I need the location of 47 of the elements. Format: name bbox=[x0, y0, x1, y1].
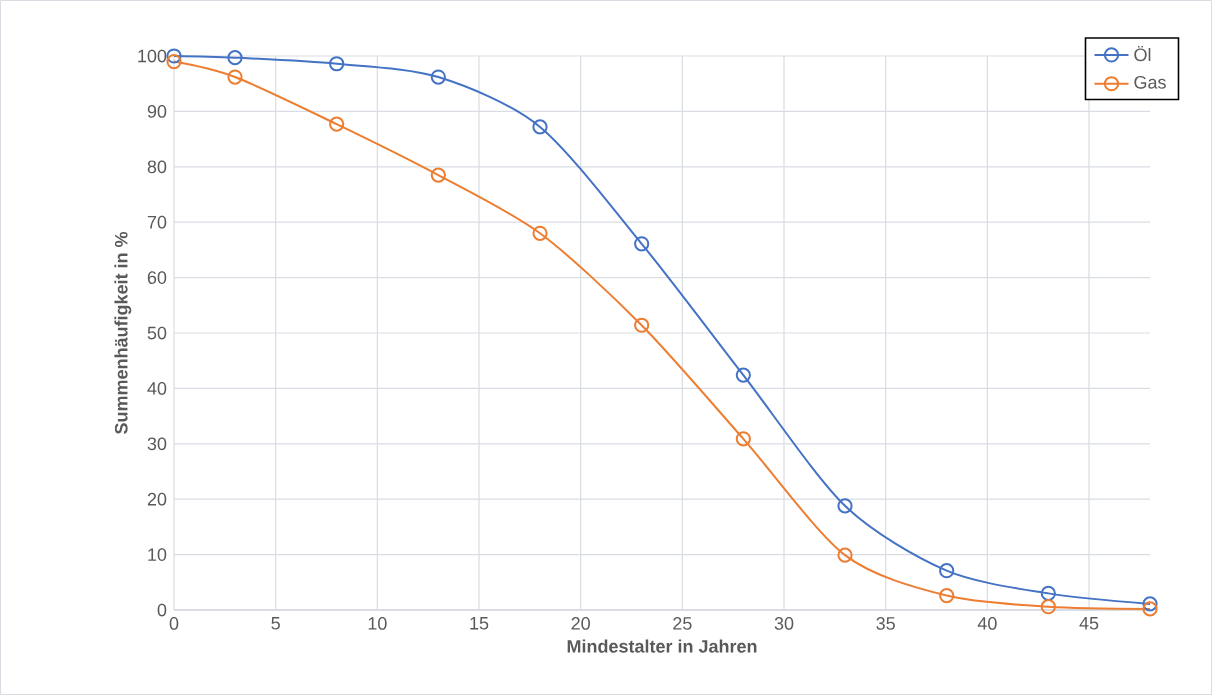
point bbox=[532, 225, 548, 241]
point bbox=[1142, 596, 1158, 612]
y-axis-title: Summenhäufigkeit in % bbox=[114, 231, 132, 434]
x-tick-label: 10 bbox=[368, 617, 387, 630]
point bbox=[634, 317, 650, 333]
legend-label: Gas bbox=[1134, 75, 1166, 89]
point bbox=[227, 50, 243, 66]
y-tick-label: 80 bbox=[147, 160, 167, 174]
legend-label: Öl bbox=[1134, 45, 1151, 62]
x-tick-label: 20 bbox=[571, 617, 590, 630]
point bbox=[532, 119, 548, 135]
y-tick-label: 90 bbox=[147, 105, 167, 118]
point bbox=[1040, 599, 1056, 615]
x-tick-label: 30 bbox=[774, 617, 794, 630]
y-tick-label: 60 bbox=[147, 271, 167, 284]
x-tick-label: 0 bbox=[169, 617, 179, 630]
y-tick-label: 40 bbox=[147, 382, 167, 395]
point bbox=[1040, 585, 1056, 601]
point bbox=[735, 431, 751, 447]
x-tick-label: 5 bbox=[271, 617, 280, 630]
x-tick-label: 40 bbox=[977, 617, 997, 630]
point bbox=[430, 69, 446, 85]
x-tick-label: 25 bbox=[673, 617, 692, 630]
point bbox=[430, 167, 446, 183]
y-tick-label: 10 bbox=[148, 548, 167, 561]
point bbox=[735, 367, 751, 383]
x-tick-label: 45 bbox=[1079, 617, 1099, 630]
y-tick-label: 50 bbox=[147, 326, 167, 340]
x-axis-title: Mindestalter in Jahren bbox=[567, 639, 757, 653]
y-tick-label: 20 bbox=[147, 492, 167, 506]
point bbox=[1142, 601, 1158, 617]
y-tick-label: 70 bbox=[147, 215, 167, 229]
point bbox=[329, 56, 345, 72]
point bbox=[227, 69, 243, 85]
point bbox=[939, 563, 955, 579]
point bbox=[329, 116, 345, 132]
y-tick-label: 0 bbox=[157, 603, 167, 617]
y-tick-label: 100 bbox=[138, 49, 167, 63]
x-tick-label: 15 bbox=[470, 617, 489, 630]
point bbox=[837, 498, 853, 514]
y-tick-label: 30 bbox=[147, 437, 167, 451]
point bbox=[939, 587, 955, 604]
point bbox=[166, 53, 182, 70]
point bbox=[837, 547, 853, 563]
point bbox=[634, 236, 650, 252]
x-tick-label: 35 bbox=[876, 617, 895, 630]
point bbox=[166, 48, 182, 64]
